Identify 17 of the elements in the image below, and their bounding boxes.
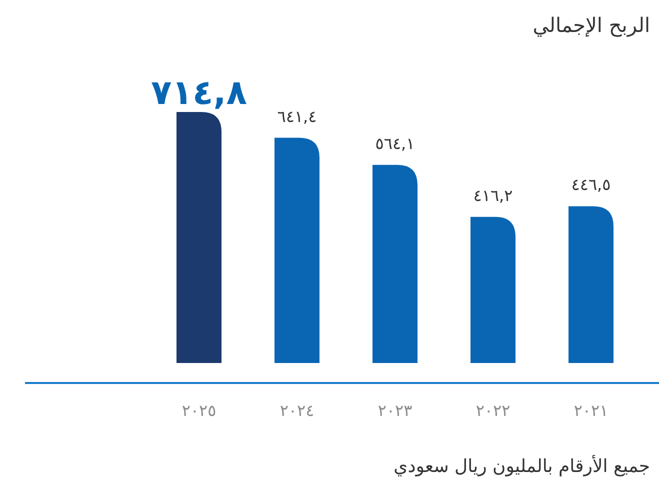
data-label: ٥٦٤,١	[375, 134, 415, 153]
bar	[568, 206, 614, 363]
data-label: ٧١٤,٨	[151, 73, 248, 113]
x-tick-label: ٢٠٢٤	[280, 401, 314, 420]
x-tick-label: ٢٠٢٣	[378, 401, 413, 420]
bar	[372, 164, 418, 363]
x-tick-label: ٢٠٢٥	[182, 401, 216, 420]
text: جميع الأرقام بالمليون ريال سعودي	[394, 454, 650, 477]
data-label: ٤١٦,٢	[473, 186, 513, 205]
chart-title: الربح الإجمالي	[532, 13, 650, 37]
x-tick-label: ٢٠٢١	[574, 401, 608, 420]
data-label: ٤٤٦,٥	[571, 175, 611, 194]
bar	[470, 216, 516, 363]
x-tick-label: ٢٠٢٢	[476, 401, 510, 420]
bar	[176, 112, 222, 363]
data-label: ٦٤١,٤	[277, 106, 317, 126]
bar	[274, 138, 320, 363]
